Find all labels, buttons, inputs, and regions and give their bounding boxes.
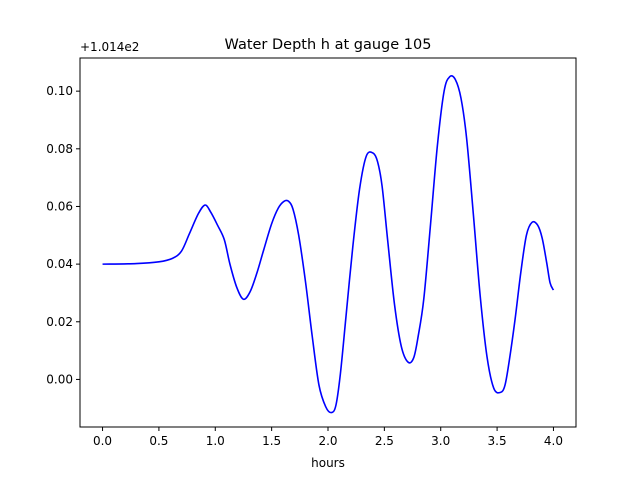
x-tick-label: 1.0 [206, 434, 225, 448]
y-offset-label: +1.014e2 [80, 40, 139, 54]
x-tick-label: 2.0 [318, 434, 337, 448]
x-tick-label: 3.5 [488, 434, 507, 448]
x-tick-label: 1.5 [262, 434, 281, 448]
series-line [102, 75, 555, 414]
chart-title: Water Depth h at gauge 105 [225, 37, 432, 53]
y-tick-label: 0.06 [46, 199, 73, 213]
x-tick-label: 0.5 [149, 434, 168, 448]
x-axis-label: hours [311, 456, 345, 470]
y-axis-ticks: 0.00 0.02 0.04 0.06 0.08 0.10 [46, 84, 80, 386]
x-axis-ticks: 0.0 0.5 1.0 1.5 2.0 2.5 3.0 3.5 4.0 [93, 427, 563, 448]
series-line-layer [102, 75, 555, 414]
y-tick-label: 0.02 [46, 315, 73, 329]
y-tick-label: 0.00 [46, 372, 73, 386]
x-tick-label: 4.0 [544, 434, 563, 448]
x-tick-label: 2.5 [375, 434, 394, 448]
y-tick-label: 0.10 [46, 84, 73, 98]
y-tick-label: 0.08 [46, 142, 73, 156]
x-tick-label: 0.0 [93, 434, 112, 448]
x-tick-label: 3.0 [431, 434, 450, 448]
y-tick-label: 0.04 [46, 257, 73, 271]
plot-frame [79, 57, 577, 428]
